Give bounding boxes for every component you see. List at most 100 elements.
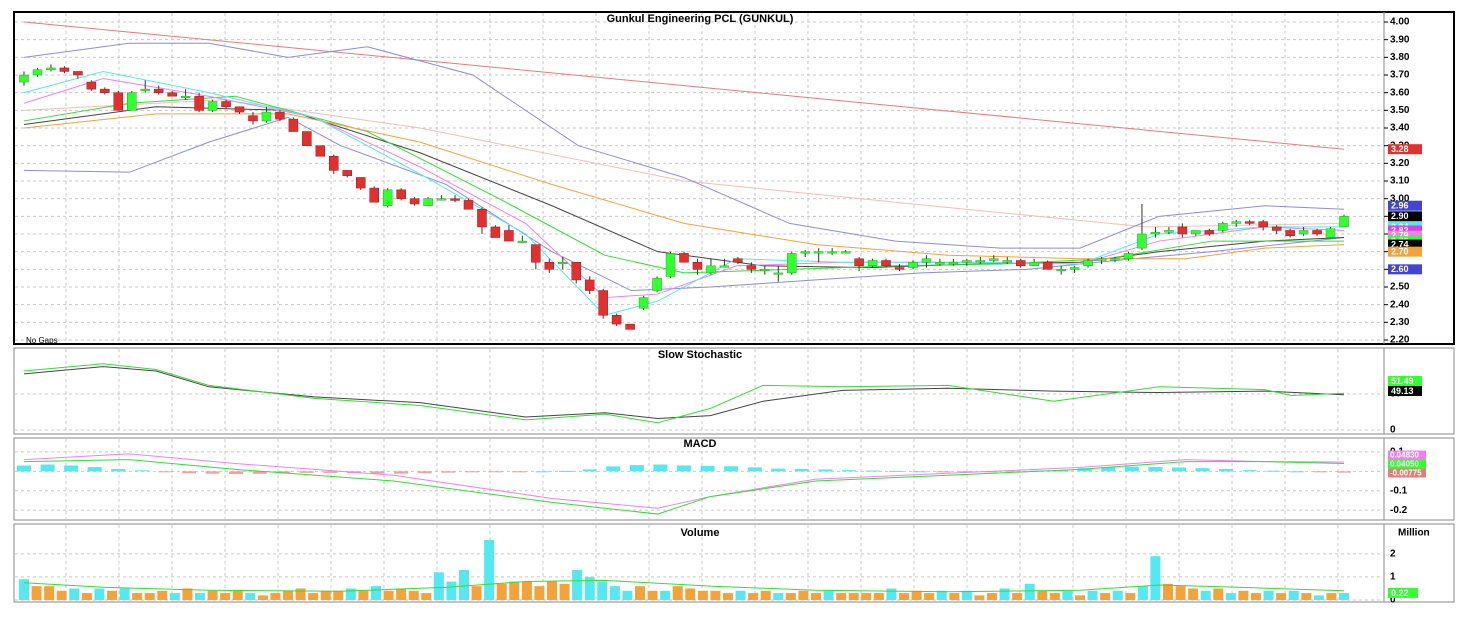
- macd-tag: [1388, 459, 1426, 469]
- candle-body: [1285, 230, 1295, 237]
- volume-bar: [56, 590, 67, 600]
- candle-body: [787, 253, 797, 274]
- candle-body: [571, 262, 581, 281]
- volume-bar: [723, 593, 733, 600]
- volume-bar: [1213, 588, 1224, 600]
- macd-histogram-bar: [889, 470, 904, 472]
- volume-bar: [811, 593, 821, 600]
- moving-average-line: [23, 116, 1345, 292]
- candle-body: [1177, 226, 1188, 235]
- volume-bar: [547, 581, 557, 600]
- macd-histogram-bar: [1195, 468, 1210, 472]
- volume-bar: [836, 593, 847, 600]
- macd-histogram-bar: [111, 468, 126, 472]
- macd-histogram-bar: [1313, 471, 1328, 473]
- macd-histogram-bar: [677, 465, 691, 472]
- candle-body: [1015, 260, 1026, 267]
- volume-bar: [886, 588, 897, 600]
- volume-bar: [961, 590, 972, 600]
- macd-histogram-bar: [441, 471, 456, 473]
- candle-body: [1298, 230, 1309, 235]
- macd-histogram-bar: [323, 471, 338, 473]
- volume-bar: [710, 590, 721, 600]
- volume-bar: [911, 590, 922, 600]
- macd-histogram-bar: [629, 465, 644, 472]
- macd-histogram-bar: [842, 470, 856, 472]
- macd-histogram-bar: [535, 471, 550, 473]
- volume-bar: [773, 593, 784, 600]
- volume-bar: [1087, 590, 1098, 600]
- price-tick-label: 3.20: [1390, 158, 1410, 169]
- candle-body: [827, 251, 837, 254]
- macd-histogram-bar: [1289, 471, 1304, 473]
- macd-histogram-bar: [771, 468, 786, 472]
- candle-body: [1137, 233, 1147, 249]
- price-tag: [1388, 200, 1422, 211]
- volume-bar: [1075, 595, 1085, 600]
- moving-average-line: [23, 99, 1345, 228]
- volume-bar: [182, 588, 193, 600]
- candle-body: [894, 267, 905, 270]
- macd-tag: [1388, 468, 1426, 478]
- candle-body: [450, 198, 460, 201]
- volume-bar: [484, 540, 495, 600]
- stochastic-tag-label: 51.49: [1391, 376, 1414, 386]
- moving-average-line: [23, 78, 1345, 299]
- volume-bar: [609, 586, 620, 600]
- candle-body: [840, 251, 851, 254]
- candle-body: [504, 230, 514, 242]
- price-tick-label: 3.80: [1390, 52, 1410, 63]
- candle-body: [1218, 223, 1228, 231]
- volume-bar: [899, 593, 909, 600]
- candle-body: [1258, 221, 1268, 228]
- candle-body: [706, 265, 716, 274]
- volume-bar: [823, 590, 834, 600]
- volume-bar: [873, 593, 884, 600]
- volume-tag-label: 0.22: [1391, 588, 1409, 598]
- volume-bar: [1288, 590, 1299, 600]
- macd-histogram-bar: [865, 470, 880, 472]
- volume-bar: [157, 590, 168, 600]
- volume-bar: [270, 593, 281, 600]
- macd-histogram-bar: [936, 471, 951, 473]
- price-tick-label: 2.40: [1390, 299, 1410, 310]
- candle-body: [423, 198, 433, 206]
- candle-body: [436, 198, 447, 201]
- candle-body: [1069, 267, 1080, 270]
- volume-unit-label: Million: [1398, 528, 1430, 539]
- corner-label: No Gaps: [26, 336, 58, 345]
- panel-frame: [13, 437, 1455, 521]
- volume-bar: [685, 588, 696, 600]
- volume-bar: [1024, 583, 1035, 600]
- volume-bar: [735, 590, 746, 600]
- price-tag: [1388, 264, 1422, 275]
- price-tag: [1388, 225, 1422, 236]
- macd-histogram-bar: [747, 467, 762, 472]
- candle-body: [598, 290, 608, 316]
- price-tick-label: 3.50: [1390, 105, 1410, 116]
- price-tick-label: 2.50: [1390, 282, 1410, 293]
- macd-histogram-bar: [252, 471, 267, 474]
- volume-tick-label: 2: [1390, 548, 1396, 559]
- macd-histogram-bar: [1219, 468, 1234, 472]
- candle-body: [194, 95, 204, 111]
- volume-bar: [69, 588, 80, 600]
- macd-histogram-bar: [205, 471, 220, 474]
- volume-bar: [924, 593, 935, 600]
- stochastic-tag: [1388, 376, 1422, 386]
- volume-bar: [635, 586, 645, 600]
- volume-bar: [119, 588, 130, 600]
- macd-tag: [1388, 450, 1426, 460]
- candle-body: [275, 111, 285, 120]
- volume-bar: [1037, 590, 1048, 600]
- candle-body: [396, 189, 406, 199]
- price-tag-label: 2.60: [1391, 264, 1409, 274]
- candle-body: [1096, 258, 1107, 261]
- volume-bar: [1150, 556, 1161, 600]
- price-tick-label: 4.00: [1390, 17, 1410, 28]
- price-tag: [1388, 239, 1422, 250]
- volume-bar: [1100, 593, 1111, 600]
- volume-bar: [132, 593, 143, 600]
- volume-bar: [81, 593, 92, 600]
